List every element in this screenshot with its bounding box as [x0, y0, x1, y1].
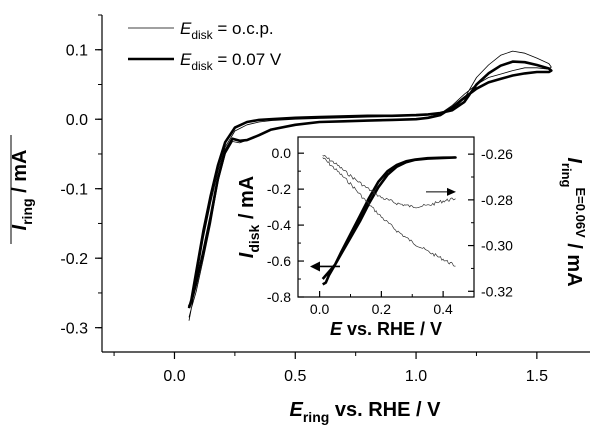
inset-yleft-axis-label: Idisk / mA [236, 176, 262, 258]
inset-yleft-tick-label: -0.4 [267, 217, 291, 233]
inset-ring-current-line [322, 154, 456, 209]
main-series-group [187, 50, 553, 321]
inset-yright-tick-label: -0.28 [481, 192, 513, 208]
inset-frame [297, 136, 475, 298]
inset-x-tick-label: 0.2 [372, 301, 392, 317]
left-axis-arrowhead [310, 261, 320, 272]
inset-x-tick-label: 0.0 [310, 301, 330, 317]
x-tick-label: 0.5 [284, 368, 306, 385]
y-axis-label: Iring / mA [9, 150, 35, 231]
x-tick-label: 1.0 [405, 368, 427, 385]
legend: Edisk = o.c.p. Edisk = 0.07 V [128, 19, 282, 73]
inset-yright-tick-label: -0.30 [481, 238, 513, 254]
inset-chart: 0.0 0.2 0.4 0.0 -0.2 -0.4 -0.6 -0.8 -0.26 -0.28 -0… [236, 136, 588, 339]
series-line-0-07v [187, 60, 553, 309]
y-tick-label: -0.2 [60, 251, 88, 268]
legend-label: Edisk = o.c.p. [180, 19, 274, 42]
main-axes: 0.0 0.5 1.0 1.5 -0.3 -0.2 -0.1 0.0 0.1 [60, 14, 590, 385]
inset-yleft-tick-label: -0.2 [267, 181, 291, 197]
y-tick-label: 0.1 [66, 43, 88, 60]
x-tick-label: 0.0 [163, 368, 185, 385]
y-tick-label: -0.3 [60, 321, 88, 338]
main-axis-labels: Ering vs. RHE / V Iring / mA [9, 135, 441, 425]
legend-label: Edisk = 0.07 V [180, 50, 282, 73]
y-tick-label: -0.1 [60, 182, 88, 199]
inset-yleft-tick-label: -0.6 [267, 253, 291, 269]
inset-x-tick-label: 0.4 [433, 301, 453, 317]
inset-yleft-tick-label: -0.8 [267, 289, 291, 305]
inset-yleft-tick-label: 0.0 [272, 145, 292, 161]
inset-yright-axis-label: IringE=0.06V / mA [559, 157, 588, 286]
inset-disk-current-line [321, 156, 457, 286]
right-axis-arrowhead [447, 187, 456, 196]
inset-yright-tick-label: -0.26 [481, 146, 513, 162]
inset-x-axis-label: E vs. RHE / V [330, 319, 442, 339]
x-tick-label: 1.5 [526, 368, 548, 385]
inset-ring-current-line [322, 157, 456, 267]
y-tick-label: 0.0 [66, 112, 88, 129]
inset-yright-tick-label: -0.32 [481, 283, 513, 299]
x-axis-label: Ering vs. RHE / V [290, 399, 442, 425]
